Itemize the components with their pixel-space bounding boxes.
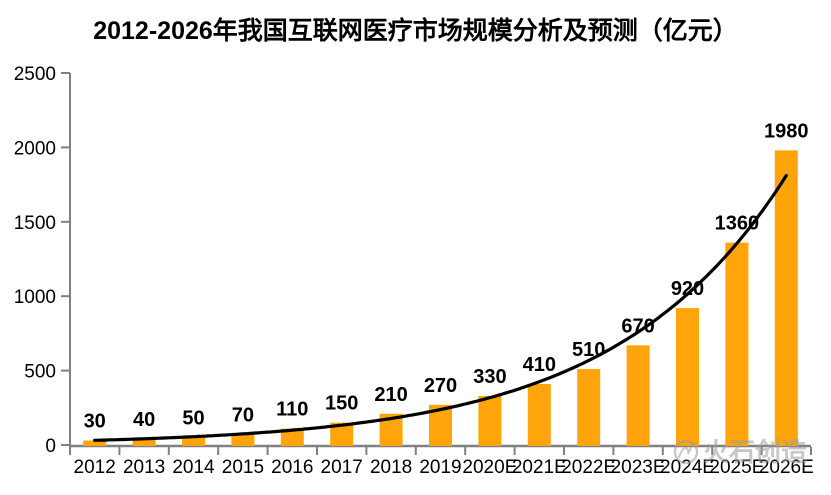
watermark: 火石创造: [673, 437, 807, 467]
x-tick-label: 2014: [172, 457, 215, 478]
x-tick-label: 2026E: [759, 457, 814, 478]
y-tick-label: 2000: [14, 138, 56, 159]
bar-2022E: [577, 369, 601, 446]
y-tick-label: 2500: [14, 64, 56, 85]
x-tick-label: 2012: [74, 457, 116, 478]
y-tick-label: 0: [45, 436, 56, 457]
bar-2020E: [478, 395, 502, 446]
x-tick-label: 2019: [419, 457, 461, 478]
bar-value-label: 210: [374, 384, 407, 406]
huoshi-logo-icon: [673, 439, 699, 465]
bar-2021E: [527, 383, 551, 446]
x-tick-label: 2025E: [709, 457, 764, 478]
x-tick-label: 2016: [271, 457, 313, 478]
y-tick-label: 500: [24, 362, 56, 383]
bar-2015: [231, 434, 255, 446]
bar-value-label: 670: [621, 315, 654, 337]
bar-value-label: 510: [572, 339, 605, 361]
bar-2026E: [774, 150, 798, 446]
bar-value-label: 920: [671, 278, 704, 300]
bar-value-label: 30: [84, 411, 106, 433]
bar-2014: [182, 437, 205, 446]
bar-value-label: 110: [276, 399, 308, 421]
watermark-text: 火石创造: [703, 437, 807, 467]
bar-2016: [280, 428, 304, 446]
bar-value-label: 150: [325, 393, 358, 415]
y-tick-label: 1500: [14, 213, 56, 234]
bar-value-label: 1980: [764, 120, 809, 142]
x-tick-label: 2013: [123, 457, 165, 478]
x-tick-label: 2017: [321, 457, 363, 478]
chart-title: 2012-2026年我国互联网医疗市场规模分析及预测（亿元）: [93, 17, 738, 45]
x-tick-label: 2023E: [611, 457, 666, 478]
bar-2013: [132, 439, 156, 446]
bar-2017: [330, 422, 354, 446]
bar-2012: [83, 440, 107, 446]
x-tick-label: 2015: [222, 457, 264, 478]
bar-value-label: 270: [424, 375, 457, 397]
bar-2019: [429, 404, 452, 446]
bar-value-label: 70: [232, 405, 254, 427]
x-tick-label: 2018: [370, 457, 412, 478]
x-tick-label: 2024E: [660, 457, 715, 478]
x-tick-label: 2022E: [561, 457, 616, 478]
trendline-curve: [93, 173, 788, 442]
bar-2018: [379, 413, 403, 446]
x-tick-label: 2021E: [512, 457, 567, 478]
bar-2025E: [725, 242, 749, 446]
bar-value-label: 410: [523, 354, 556, 376]
bar-value-label: 50: [182, 408, 204, 430]
x-tick-label: 2020E: [462, 457, 517, 478]
bar-2023E: [626, 345, 650, 446]
bar-value-label: 40: [133, 409, 155, 431]
bar-2024E: [676, 308, 699, 446]
bar-value-label: 330: [473, 366, 506, 388]
y-tick-label: 1000: [14, 287, 56, 308]
